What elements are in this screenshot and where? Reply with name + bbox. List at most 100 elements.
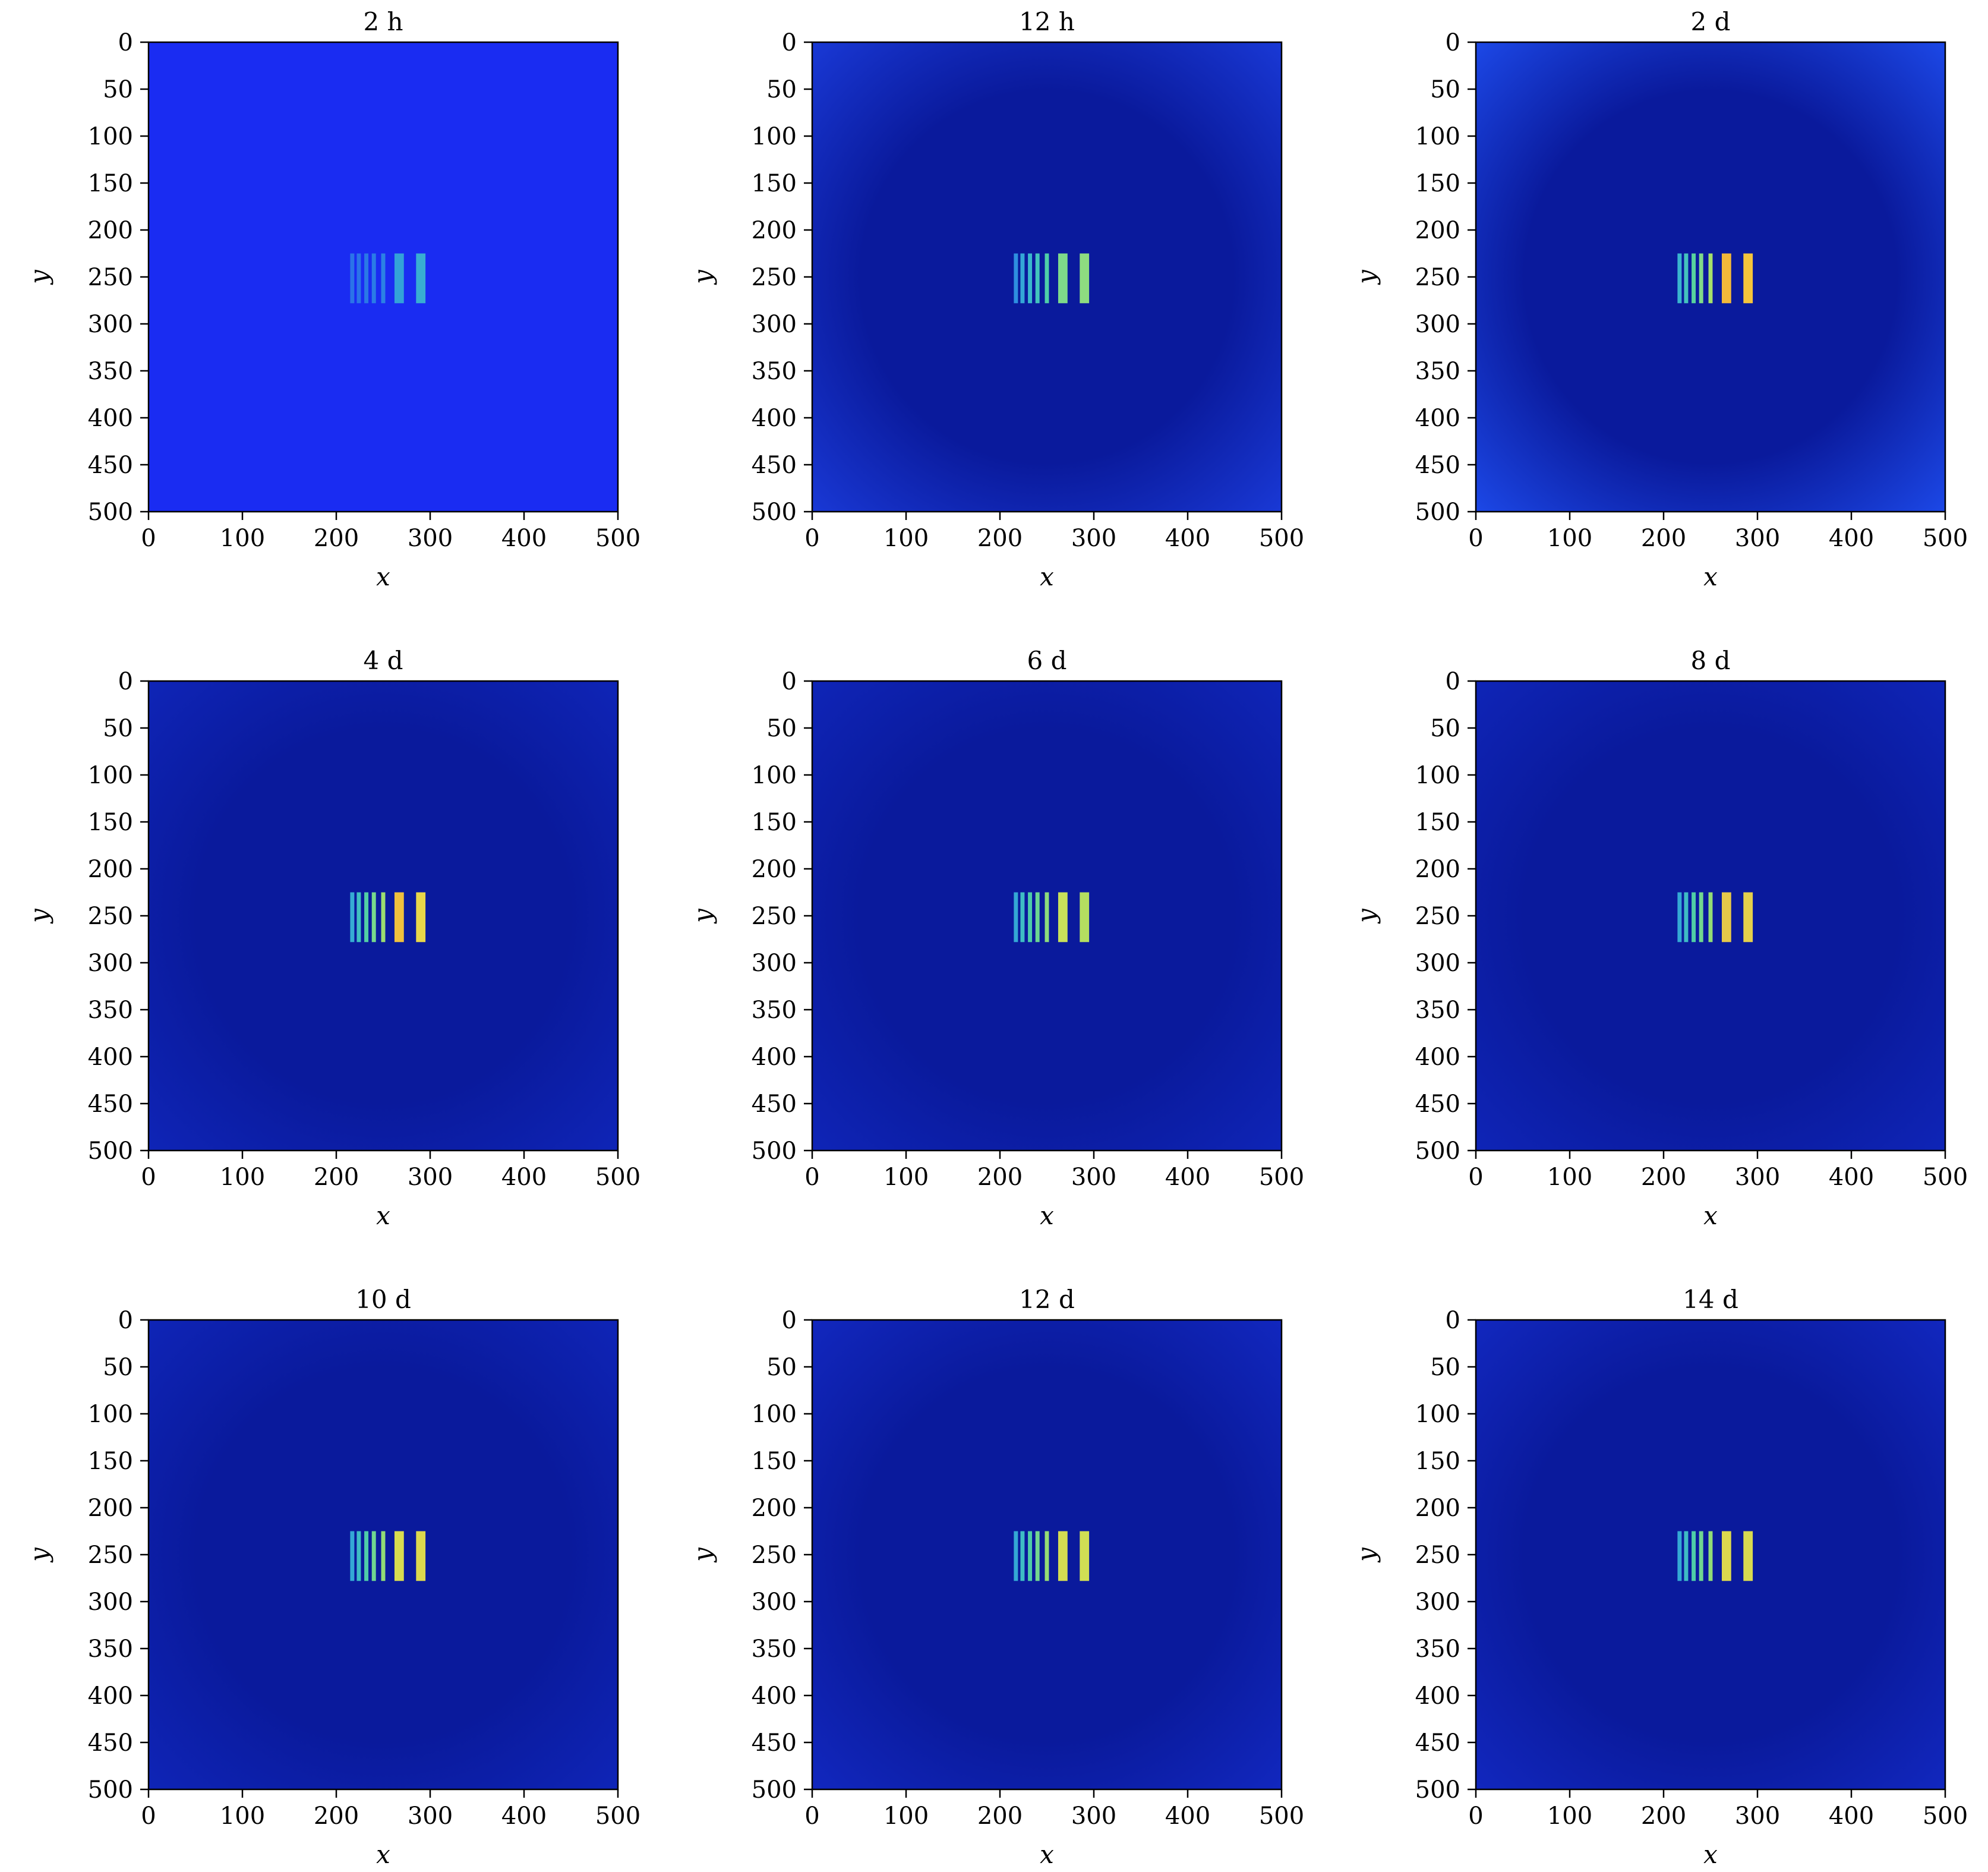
x-tick-label: 500: [1259, 1802, 1304, 1830]
y-tick-label: 100: [88, 123, 133, 150]
y-axis-label: y: [24, 269, 53, 285]
x-axis-label: x: [1703, 1201, 1718, 1230]
x-tick-label: 500: [595, 1802, 640, 1830]
y-tick-label: 350: [88, 358, 133, 385]
y-tick-label: 500: [1415, 499, 1460, 526]
target-bar: [1708, 1531, 1713, 1581]
y-tick-label: 500: [88, 1137, 133, 1165]
x-tick-label: 300: [1735, 1164, 1780, 1191]
x-tick-label: 0: [141, 525, 156, 552]
target-bar: [1020, 253, 1025, 304]
target-bar: [1080, 253, 1090, 304]
y-tick-label: 50: [103, 76, 133, 103]
y-tick-label: 150: [752, 170, 797, 197]
y-tick-label: 400: [1415, 405, 1460, 432]
target-bar: [1045, 1531, 1049, 1581]
target-bar: [350, 1531, 355, 1581]
target-bar: [1080, 892, 1090, 943]
x-tick-label: 300: [1735, 525, 1780, 552]
target-bar: [371, 1531, 376, 1581]
x-tick-label: 100: [220, 1802, 265, 1830]
target-bar: [1699, 1531, 1703, 1581]
y-tick-label: 200: [752, 1495, 797, 1522]
y-tick-label: 100: [752, 762, 797, 789]
panel-title: 8 d: [1691, 646, 1731, 675]
target-bar: [394, 253, 404, 304]
y-tick-label: 100: [752, 1401, 797, 1428]
y-tick-label: 250: [752, 903, 797, 930]
x-tick-label: 0: [141, 1164, 156, 1191]
target-bar: [364, 1531, 369, 1581]
y-tick-label: 250: [1415, 264, 1460, 291]
panel-title: 12 h: [1019, 7, 1075, 36]
x-tick-label: 200: [314, 1802, 359, 1830]
x-tick-label: 200: [977, 1802, 1023, 1830]
target-bar: [1014, 253, 1018, 304]
y-tick-label: 200: [752, 217, 797, 244]
x-tick-label: 100: [220, 1164, 265, 1191]
y-tick-label: 50: [1430, 76, 1460, 103]
y-tick-label: 150: [1415, 809, 1460, 836]
x-tick-label: 500: [595, 1164, 640, 1191]
heatmap-panel: 0 100 200 300 400 500050100150200250300350400…: [1352, 646, 1968, 1230]
panel-title: 12 d: [1019, 1285, 1075, 1314]
x-tick-label: 500: [1259, 1164, 1304, 1191]
y-tick-label: 400: [88, 1044, 133, 1071]
y-tick-label: 450: [1415, 1729, 1460, 1757]
x-tick-label: 400: [1165, 525, 1210, 552]
x-tick-label: 300: [408, 1802, 453, 1830]
y-tick-label: 350: [752, 1635, 797, 1663]
y-tick-label: 0: [782, 1307, 797, 1334]
y-tick-label: 250: [88, 1542, 133, 1569]
target-bar: [394, 1531, 404, 1581]
y-tick-label: 400: [752, 405, 797, 432]
x-tick-label: 0: [1468, 1164, 1483, 1191]
heatmap-panel: 0 100 200 300 400 500050100150200250300350400…: [688, 1285, 1304, 1869]
target-bar: [1743, 1531, 1753, 1581]
x-axis-label: x: [376, 1201, 390, 1230]
x-tick-label: 100: [220, 525, 265, 552]
y-tick-label: 150: [752, 809, 797, 836]
target-bar: [416, 1531, 426, 1581]
x-axis-label: x: [376, 562, 390, 591]
y-tick-label: 250: [88, 903, 133, 930]
x-tick-label: 300: [1071, 525, 1116, 552]
y-tick-label: 500: [1415, 1137, 1460, 1165]
x-tick-label: 200: [1641, 525, 1686, 552]
x-tick-label: 400: [1165, 1164, 1210, 1191]
x-tick-label: 400: [501, 525, 547, 552]
target-bar: [1020, 892, 1025, 943]
y-tick-label: 0: [118, 1307, 133, 1334]
target-bar: [371, 253, 376, 304]
target-bar: [364, 253, 369, 304]
x-tick-label: 400: [1829, 1802, 1874, 1830]
target-bar: [1721, 892, 1731, 943]
x-tick-label: 400: [501, 1802, 547, 1830]
y-tick-label: 50: [103, 715, 133, 742]
y-tick-label: 100: [1415, 1401, 1460, 1428]
target-bar: [364, 892, 369, 943]
y-tick-label: 100: [1415, 762, 1460, 789]
target-bar: [1080, 1531, 1090, 1581]
y-tick-label: 500: [752, 1137, 797, 1165]
x-tick-label: 0: [141, 1802, 156, 1830]
y-tick-label: 0: [1446, 1307, 1460, 1334]
target-bar: [1058, 253, 1068, 304]
y-tick-label: 0: [118, 29, 133, 56]
y-tick-label: 400: [88, 405, 133, 432]
y-tick-label: 200: [752, 856, 797, 883]
y-tick-label: 350: [752, 997, 797, 1024]
y-tick-label: 300: [1415, 311, 1460, 338]
y-axis-label: y: [688, 269, 717, 285]
x-tick-label: 500: [1923, 1164, 1968, 1191]
y-tick-label: 200: [1415, 1495, 1460, 1522]
y-tick-label: 450: [88, 1729, 133, 1757]
target-bar: [1058, 892, 1068, 943]
y-tick-label: 400: [88, 1682, 133, 1710]
y-tick-label: 250: [752, 1542, 797, 1569]
target-bar: [1699, 892, 1703, 943]
y-tick-label: 200: [88, 217, 133, 244]
y-tick-label: 500: [1415, 1776, 1460, 1804]
target-bar: [416, 253, 426, 304]
